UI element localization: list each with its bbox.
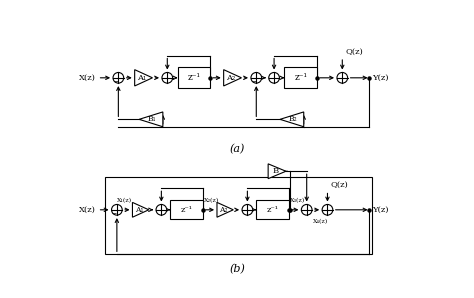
Text: X₂(z): X₂(z) xyxy=(204,198,219,203)
Text: −: − xyxy=(111,211,117,216)
Text: X(z): X(z) xyxy=(79,74,96,82)
Text: Q(z): Q(z) xyxy=(345,48,363,55)
Text: (b): (b) xyxy=(229,264,245,274)
Text: A₁: A₁ xyxy=(135,206,143,214)
Text: A₁: A₁ xyxy=(137,74,146,82)
Text: z⁻¹: z⁻¹ xyxy=(181,206,192,214)
Polygon shape xyxy=(217,202,233,217)
Text: Y(z): Y(z) xyxy=(372,206,389,214)
Circle shape xyxy=(269,72,279,83)
Polygon shape xyxy=(139,112,163,127)
Circle shape xyxy=(242,204,253,215)
Text: B₂: B₂ xyxy=(289,115,297,123)
Circle shape xyxy=(337,72,347,83)
Text: z⁻¹: z⁻¹ xyxy=(188,73,201,82)
Bar xyxy=(170,200,203,219)
Circle shape xyxy=(301,204,312,215)
Text: z⁻¹: z⁻¹ xyxy=(266,206,279,214)
Circle shape xyxy=(156,204,167,215)
Text: X₁(z): X₁(z) xyxy=(118,198,133,203)
Text: (a): (a) xyxy=(229,144,245,154)
Text: Q(z): Q(z) xyxy=(330,181,348,189)
Bar xyxy=(105,177,372,254)
Circle shape xyxy=(113,72,124,83)
Bar xyxy=(284,67,317,88)
Text: −: − xyxy=(251,79,256,84)
Text: z⁻¹: z⁻¹ xyxy=(294,73,307,82)
Polygon shape xyxy=(280,112,304,127)
Text: A₂: A₂ xyxy=(219,206,228,214)
Circle shape xyxy=(322,204,333,215)
Text: A₂: A₂ xyxy=(226,74,236,82)
Polygon shape xyxy=(268,164,286,179)
Polygon shape xyxy=(224,70,241,86)
Text: X(z): X(z) xyxy=(79,206,96,214)
Circle shape xyxy=(162,72,173,83)
Circle shape xyxy=(251,72,262,83)
Bar xyxy=(256,200,289,219)
Text: B₁: B₁ xyxy=(148,115,156,123)
Text: −: − xyxy=(113,79,118,84)
Text: Y(z): Y(z) xyxy=(372,74,389,82)
Bar xyxy=(178,67,210,88)
Text: B: B xyxy=(272,167,278,175)
Text: X₃(z): X₃(z) xyxy=(290,198,305,203)
Polygon shape xyxy=(135,70,153,86)
Text: X₄(z): X₄(z) xyxy=(313,219,328,224)
Polygon shape xyxy=(132,202,149,217)
Circle shape xyxy=(111,204,122,215)
